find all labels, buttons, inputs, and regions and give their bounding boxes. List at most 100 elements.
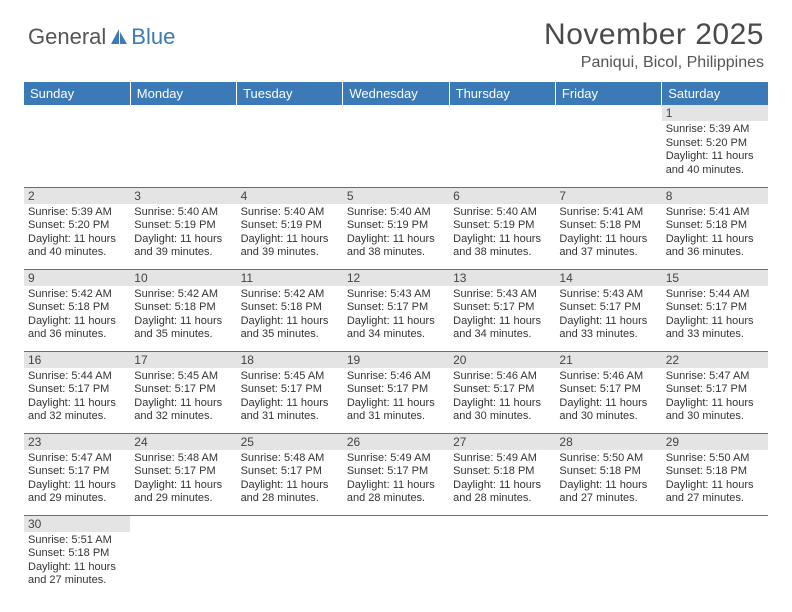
- day-detail: Sunrise: 5:48 AMSunset: 5:17 PMDaylight:…: [237, 450, 343, 508]
- day-detail: Sunrise: 5:48 AMSunset: 5:17 PMDaylight:…: [130, 450, 236, 508]
- day-detail: Sunrise: 5:43 AMSunset: 5:17 PMDaylight:…: [449, 286, 555, 344]
- day-cell: [662, 515, 768, 597]
- day-number: 3: [130, 188, 236, 204]
- day-detail: Sunrise: 5:44 AMSunset: 5:17 PMDaylight:…: [662, 286, 768, 344]
- day-cell: 29Sunrise: 5:50 AMSunset: 5:18 PMDayligh…: [662, 433, 768, 515]
- month-title: November 2025: [544, 18, 764, 52]
- day-detail: Sunrise: 5:39 AMSunset: 5:20 PMDaylight:…: [24, 204, 130, 262]
- location: Paniqui, Bicol, Philippines: [544, 54, 764, 72]
- day-number: 22: [662, 352, 768, 368]
- day-number: [130, 105, 236, 107]
- day-detail: Sunrise: 5:41 AMSunset: 5:18 PMDaylight:…: [555, 204, 661, 262]
- day-cell: 10Sunrise: 5:42 AMSunset: 5:18 PMDayligh…: [130, 269, 236, 351]
- day-cell: 14Sunrise: 5:43 AMSunset: 5:17 PMDayligh…: [555, 269, 661, 351]
- day-cell: [130, 515, 236, 597]
- day-header: Thursday: [449, 82, 555, 105]
- day-header: Tuesday: [237, 82, 343, 105]
- calendar-table: SundayMondayTuesdayWednesdayThursdayFrid…: [24, 82, 768, 597]
- day-number: 10: [130, 270, 236, 286]
- week-row: 30Sunrise: 5:51 AMSunset: 5:18 PMDayligh…: [24, 515, 768, 597]
- day-cell: [555, 105, 661, 187]
- day-number: 27: [449, 434, 555, 450]
- day-header: Wednesday: [343, 82, 449, 105]
- day-detail: Sunrise: 5:51 AMSunset: 5:18 PMDaylight:…: [24, 532, 130, 590]
- day-number: [343, 516, 449, 518]
- week-row: 2Sunrise: 5:39 AMSunset: 5:20 PMDaylight…: [24, 187, 768, 269]
- day-number: 23: [24, 434, 130, 450]
- day-number: [24, 105, 130, 107]
- day-number: [449, 516, 555, 518]
- day-detail: Sunrise: 5:43 AMSunset: 5:17 PMDaylight:…: [343, 286, 449, 344]
- day-number: 6: [449, 188, 555, 204]
- day-number: 11: [237, 270, 343, 286]
- logo-text-blue: Blue: [131, 24, 175, 50]
- day-detail: Sunrise: 5:46 AMSunset: 5:17 PMDaylight:…: [343, 368, 449, 426]
- day-number: [662, 516, 768, 518]
- day-number: 14: [555, 270, 661, 286]
- sail-icon: [109, 28, 129, 46]
- day-cell: 26Sunrise: 5:49 AMSunset: 5:17 PMDayligh…: [343, 433, 449, 515]
- day-number: 15: [662, 270, 768, 286]
- day-cell: 16Sunrise: 5:44 AMSunset: 5:17 PMDayligh…: [24, 351, 130, 433]
- day-number: 12: [343, 270, 449, 286]
- day-number: [449, 105, 555, 107]
- day-number: [130, 516, 236, 518]
- day-detail: Sunrise: 5:40 AMSunset: 5:19 PMDaylight:…: [130, 204, 236, 262]
- day-cell: 13Sunrise: 5:43 AMSunset: 5:17 PMDayligh…: [449, 269, 555, 351]
- day-cell: 25Sunrise: 5:48 AMSunset: 5:17 PMDayligh…: [237, 433, 343, 515]
- day-header: Monday: [130, 82, 236, 105]
- day-cell: 17Sunrise: 5:45 AMSunset: 5:17 PMDayligh…: [130, 351, 236, 433]
- day-detail: Sunrise: 5:43 AMSunset: 5:17 PMDaylight:…: [555, 286, 661, 344]
- day-number: 29: [662, 434, 768, 450]
- day-cell: [343, 105, 449, 187]
- day-number: [237, 516, 343, 518]
- day-number: 9: [24, 270, 130, 286]
- day-cell: 18Sunrise: 5:45 AMSunset: 5:17 PMDayligh…: [237, 351, 343, 433]
- day-cell: [449, 515, 555, 597]
- title-block: November 2025 Paniqui, Bicol, Philippine…: [544, 18, 764, 72]
- day-cell: 20Sunrise: 5:46 AMSunset: 5:17 PMDayligh…: [449, 351, 555, 433]
- calendar-body: 1Sunrise: 5:39 AMSunset: 5:20 PMDaylight…: [24, 105, 768, 597]
- day-header: Saturday: [662, 82, 768, 105]
- day-detail: Sunrise: 5:42 AMSunset: 5:18 PMDaylight:…: [130, 286, 236, 344]
- day-number: 26: [343, 434, 449, 450]
- day-detail: Sunrise: 5:46 AMSunset: 5:17 PMDaylight:…: [449, 368, 555, 426]
- day-detail: Sunrise: 5:47 AMSunset: 5:17 PMDaylight:…: [24, 450, 130, 508]
- day-number: 19: [343, 352, 449, 368]
- day-cell: 30Sunrise: 5:51 AMSunset: 5:18 PMDayligh…: [24, 515, 130, 597]
- day-cell: 3Sunrise: 5:40 AMSunset: 5:19 PMDaylight…: [130, 187, 236, 269]
- day-detail: Sunrise: 5:45 AMSunset: 5:17 PMDaylight:…: [237, 368, 343, 426]
- day-number: 28: [555, 434, 661, 450]
- day-header-row: SundayMondayTuesdayWednesdayThursdayFrid…: [24, 82, 768, 105]
- day-number: 1: [662, 105, 768, 121]
- day-cell: 15Sunrise: 5:44 AMSunset: 5:17 PMDayligh…: [662, 269, 768, 351]
- day-cell: 19Sunrise: 5:46 AMSunset: 5:17 PMDayligh…: [343, 351, 449, 433]
- day-cell: 8Sunrise: 5:41 AMSunset: 5:18 PMDaylight…: [662, 187, 768, 269]
- day-number: 7: [555, 188, 661, 204]
- day-cell: 21Sunrise: 5:46 AMSunset: 5:17 PMDayligh…: [555, 351, 661, 433]
- day-number: 30: [24, 516, 130, 532]
- day-number: 4: [237, 188, 343, 204]
- day-cell: 9Sunrise: 5:42 AMSunset: 5:18 PMDaylight…: [24, 269, 130, 351]
- day-number: 5: [343, 188, 449, 204]
- day-cell: [343, 515, 449, 597]
- day-detail: Sunrise: 5:39 AMSunset: 5:20 PMDaylight:…: [662, 121, 768, 179]
- header: General Blue November 2025 Paniqui, Bico…: [0, 0, 792, 76]
- day-number: [343, 105, 449, 107]
- day-number: 25: [237, 434, 343, 450]
- day-cell: 7Sunrise: 5:41 AMSunset: 5:18 PMDaylight…: [555, 187, 661, 269]
- week-row: 23Sunrise: 5:47 AMSunset: 5:17 PMDayligh…: [24, 433, 768, 515]
- day-cell: 12Sunrise: 5:43 AMSunset: 5:17 PMDayligh…: [343, 269, 449, 351]
- day-cell: 28Sunrise: 5:50 AMSunset: 5:18 PMDayligh…: [555, 433, 661, 515]
- day-detail: Sunrise: 5:40 AMSunset: 5:19 PMDaylight:…: [449, 204, 555, 262]
- day-detail: Sunrise: 5:49 AMSunset: 5:18 PMDaylight:…: [449, 450, 555, 508]
- day-cell: 11Sunrise: 5:42 AMSunset: 5:18 PMDayligh…: [237, 269, 343, 351]
- day-detail: Sunrise: 5:42 AMSunset: 5:18 PMDaylight:…: [24, 286, 130, 344]
- day-cell: [24, 105, 130, 187]
- week-row: 9Sunrise: 5:42 AMSunset: 5:18 PMDaylight…: [24, 269, 768, 351]
- day-number: 2: [24, 188, 130, 204]
- day-detail: Sunrise: 5:49 AMSunset: 5:17 PMDaylight:…: [343, 450, 449, 508]
- day-cell: [449, 105, 555, 187]
- day-detail: Sunrise: 5:44 AMSunset: 5:17 PMDaylight:…: [24, 368, 130, 426]
- day-cell: 24Sunrise: 5:48 AMSunset: 5:17 PMDayligh…: [130, 433, 236, 515]
